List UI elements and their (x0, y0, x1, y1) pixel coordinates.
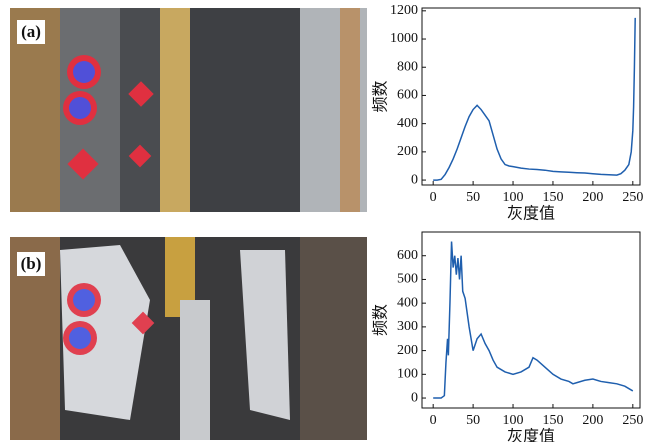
y-tick-label: 200 (397, 144, 418, 159)
y-tick-label: 100 (397, 367, 418, 382)
panel-label: (a) (21, 22, 41, 41)
y-tick-label: 0 (411, 172, 418, 187)
y-tick-label: 600 (397, 88, 418, 103)
panel-label: (b) (21, 254, 42, 273)
data-line (433, 17, 636, 181)
y-tick-label: 1000 (390, 31, 418, 46)
plot-frame (421, 231, 641, 409)
y-tick-label: 200 (397, 343, 418, 358)
y-tick-label: 0 (411, 390, 418, 405)
x-tick-label: 100 (503, 413, 524, 428)
y-axis-label: 频数 (372, 304, 390, 336)
y-tick-label: 400 (397, 116, 418, 131)
plot-frame (421, 7, 641, 186)
x-tick-label: 150 (542, 413, 563, 428)
x-tick-label: 200 (582, 190, 603, 205)
y-tick-label: 800 (397, 59, 418, 74)
data-line (433, 241, 634, 399)
y-tick-label: 400 (397, 295, 418, 310)
x-tick-label: 200 (582, 413, 603, 428)
photo-b (10, 237, 367, 440)
x-tick-label: 100 (503, 190, 524, 205)
photo-a (10, 8, 367, 212)
y-tick-label: 1200 (390, 3, 418, 18)
panel-label-bg (17, 252, 45, 276)
y-tick-label: 600 (397, 248, 418, 263)
y-tick-label: 500 (397, 272, 418, 287)
x-tick-label: 250 (622, 413, 643, 428)
x-axis-label: 灰度值 (507, 428, 555, 442)
panel-label-bg (17, 20, 45, 44)
x-tick-label: 50 (466, 413, 480, 428)
y-tick-label: 300 (397, 319, 418, 334)
x-tick-label: 0 (430, 190, 437, 205)
x-tick-label: 150 (542, 190, 563, 205)
x-tick-label: 250 (622, 190, 643, 205)
x-tick-label: 50 (466, 190, 480, 205)
x-axis-label: 灰度值 (507, 205, 555, 223)
x-tick-label: 0 (430, 413, 437, 428)
y-axis-label: 频数 (372, 80, 390, 112)
